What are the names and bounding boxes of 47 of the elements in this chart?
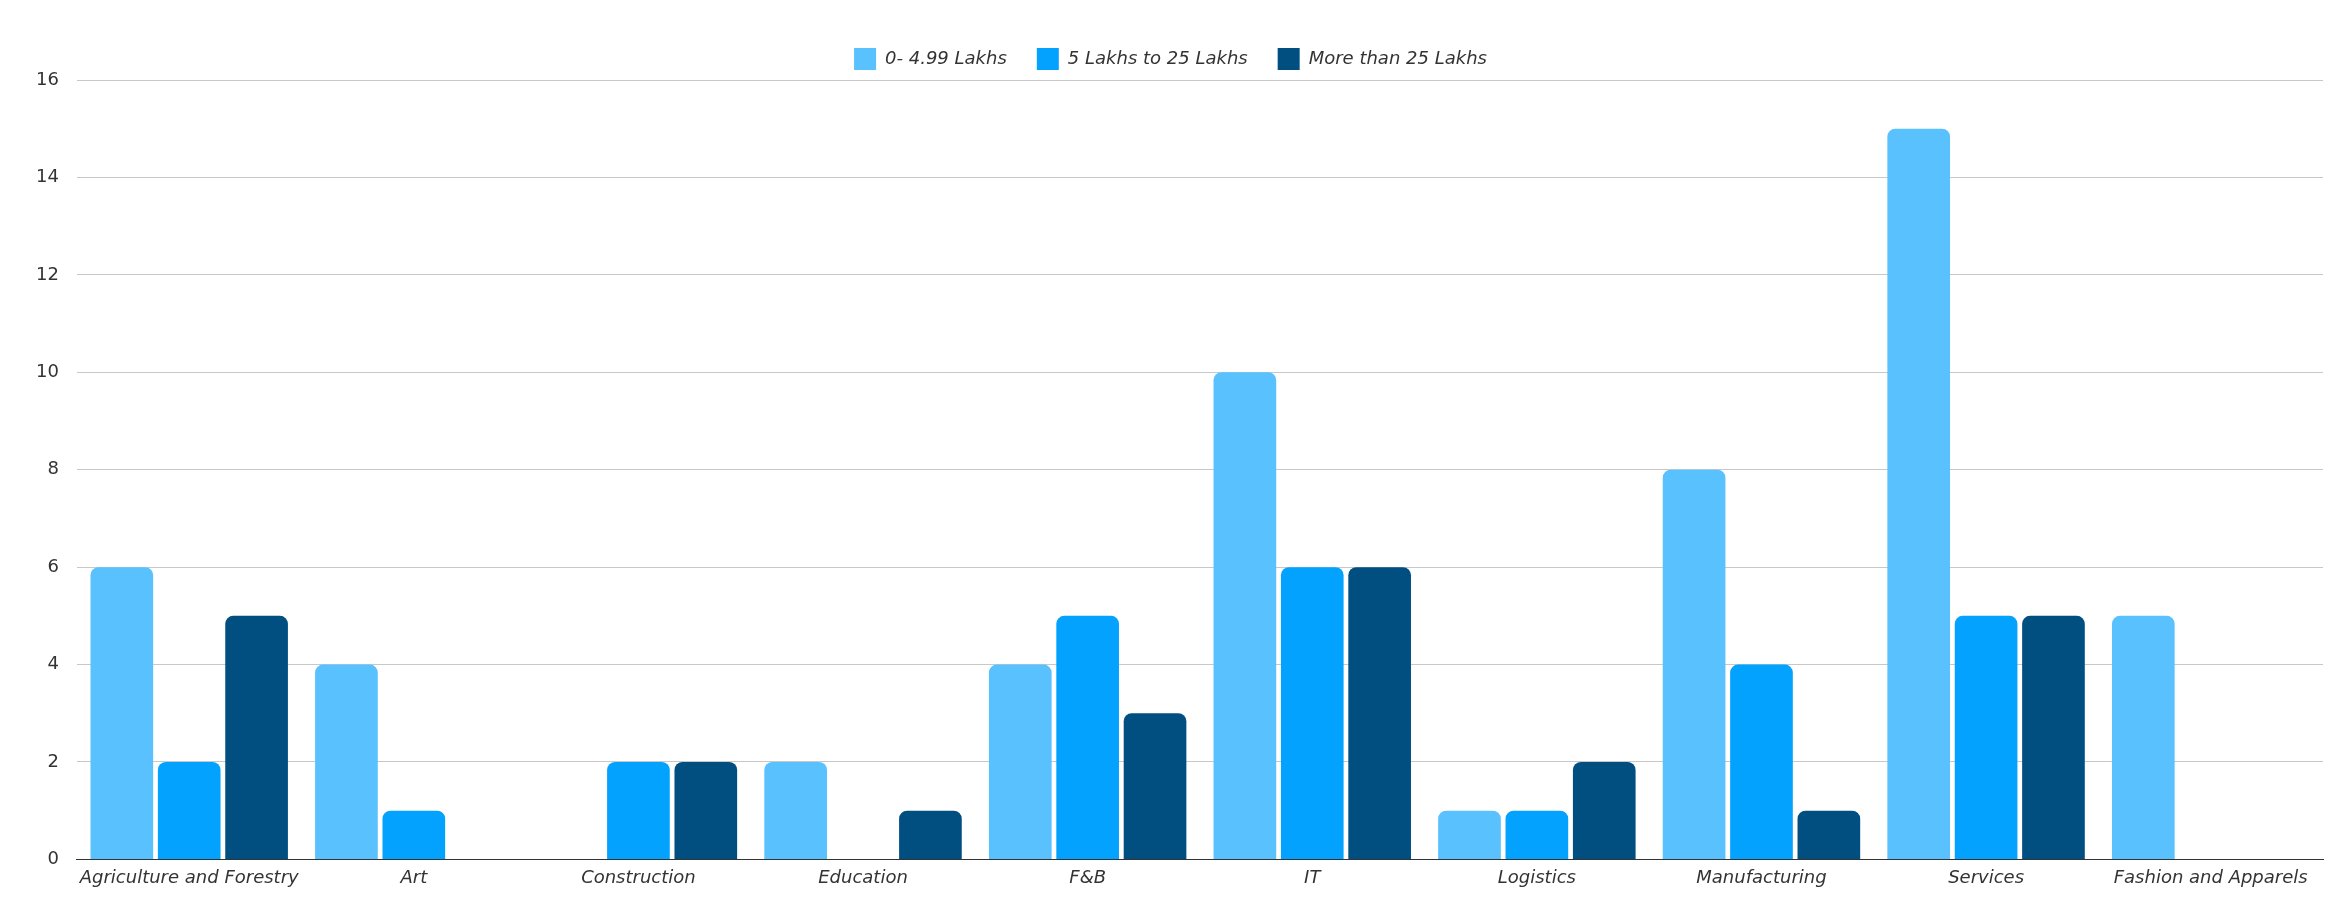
bar bbox=[674, 761, 738, 859]
bar bbox=[764, 761, 827, 859]
bar bbox=[1056, 615, 1119, 859]
bar bbox=[607, 761, 670, 859]
y-tick-label: 16 bbox=[36, 67, 59, 89]
bar bbox=[1280, 567, 1344, 859]
y-tick-label: 8 bbox=[47, 457, 59, 479]
bar bbox=[1572, 761, 1636, 859]
bar bbox=[988, 664, 1052, 859]
legend-label: 0- 4.99 Lakhs bbox=[885, 46, 1007, 68]
bar bbox=[1730, 664, 1793, 859]
y-tick-label: 12 bbox=[36, 262, 59, 284]
x-tick-label: Services bbox=[1948, 865, 2025, 887]
y-tick-label: 4 bbox=[47, 652, 59, 674]
x-tick-label: Education bbox=[818, 865, 908, 887]
x-tick-label: Logistics bbox=[1497, 865, 1576, 887]
bar bbox=[1505, 810, 1569, 859]
y-tick-label: 6 bbox=[47, 554, 59, 576]
bar bbox=[157, 761, 221, 859]
bar bbox=[90, 567, 154, 859]
x-tick-label: Fashion and Apparels bbox=[2113, 865, 2308, 887]
x-tick-label: Manufacturing bbox=[1696, 865, 1827, 887]
bar bbox=[315, 664, 378, 859]
bar bbox=[899, 810, 962, 859]
bar bbox=[1887, 128, 1951, 859]
bar bbox=[2111, 615, 2175, 859]
x-tick-label: IT bbox=[1304, 865, 1323, 887]
bar bbox=[1954, 615, 2018, 859]
y-tick-label: 2 bbox=[47, 749, 59, 771]
y-tick-label: 14 bbox=[36, 165, 59, 187]
bar bbox=[225, 615, 288, 859]
y-tick-label: 0 bbox=[47, 847, 59, 869]
x-tick-label: Agriculture and Forestry bbox=[78, 865, 300, 887]
x-tick-label: Construction bbox=[581, 865, 696, 887]
bar bbox=[1123, 713, 1187, 859]
legend-label: 5 Lakhs to 25 Lakhs bbox=[1067, 46, 1248, 68]
bar bbox=[2022, 615, 2085, 859]
x-tick-label: Art bbox=[399, 865, 429, 887]
bar bbox=[1348, 567, 1411, 859]
bar bbox=[1438, 810, 1501, 859]
x-tick-label: F&B bbox=[1069, 865, 1107, 887]
legend-label: More than 25 Lakhs bbox=[1308, 46, 1487, 68]
bar bbox=[1662, 469, 1726, 859]
bar bbox=[382, 810, 446, 859]
bar bbox=[1213, 372, 1277, 859]
y-tick-label: 10 bbox=[36, 359, 59, 381]
bar bbox=[1797, 810, 1861, 859]
